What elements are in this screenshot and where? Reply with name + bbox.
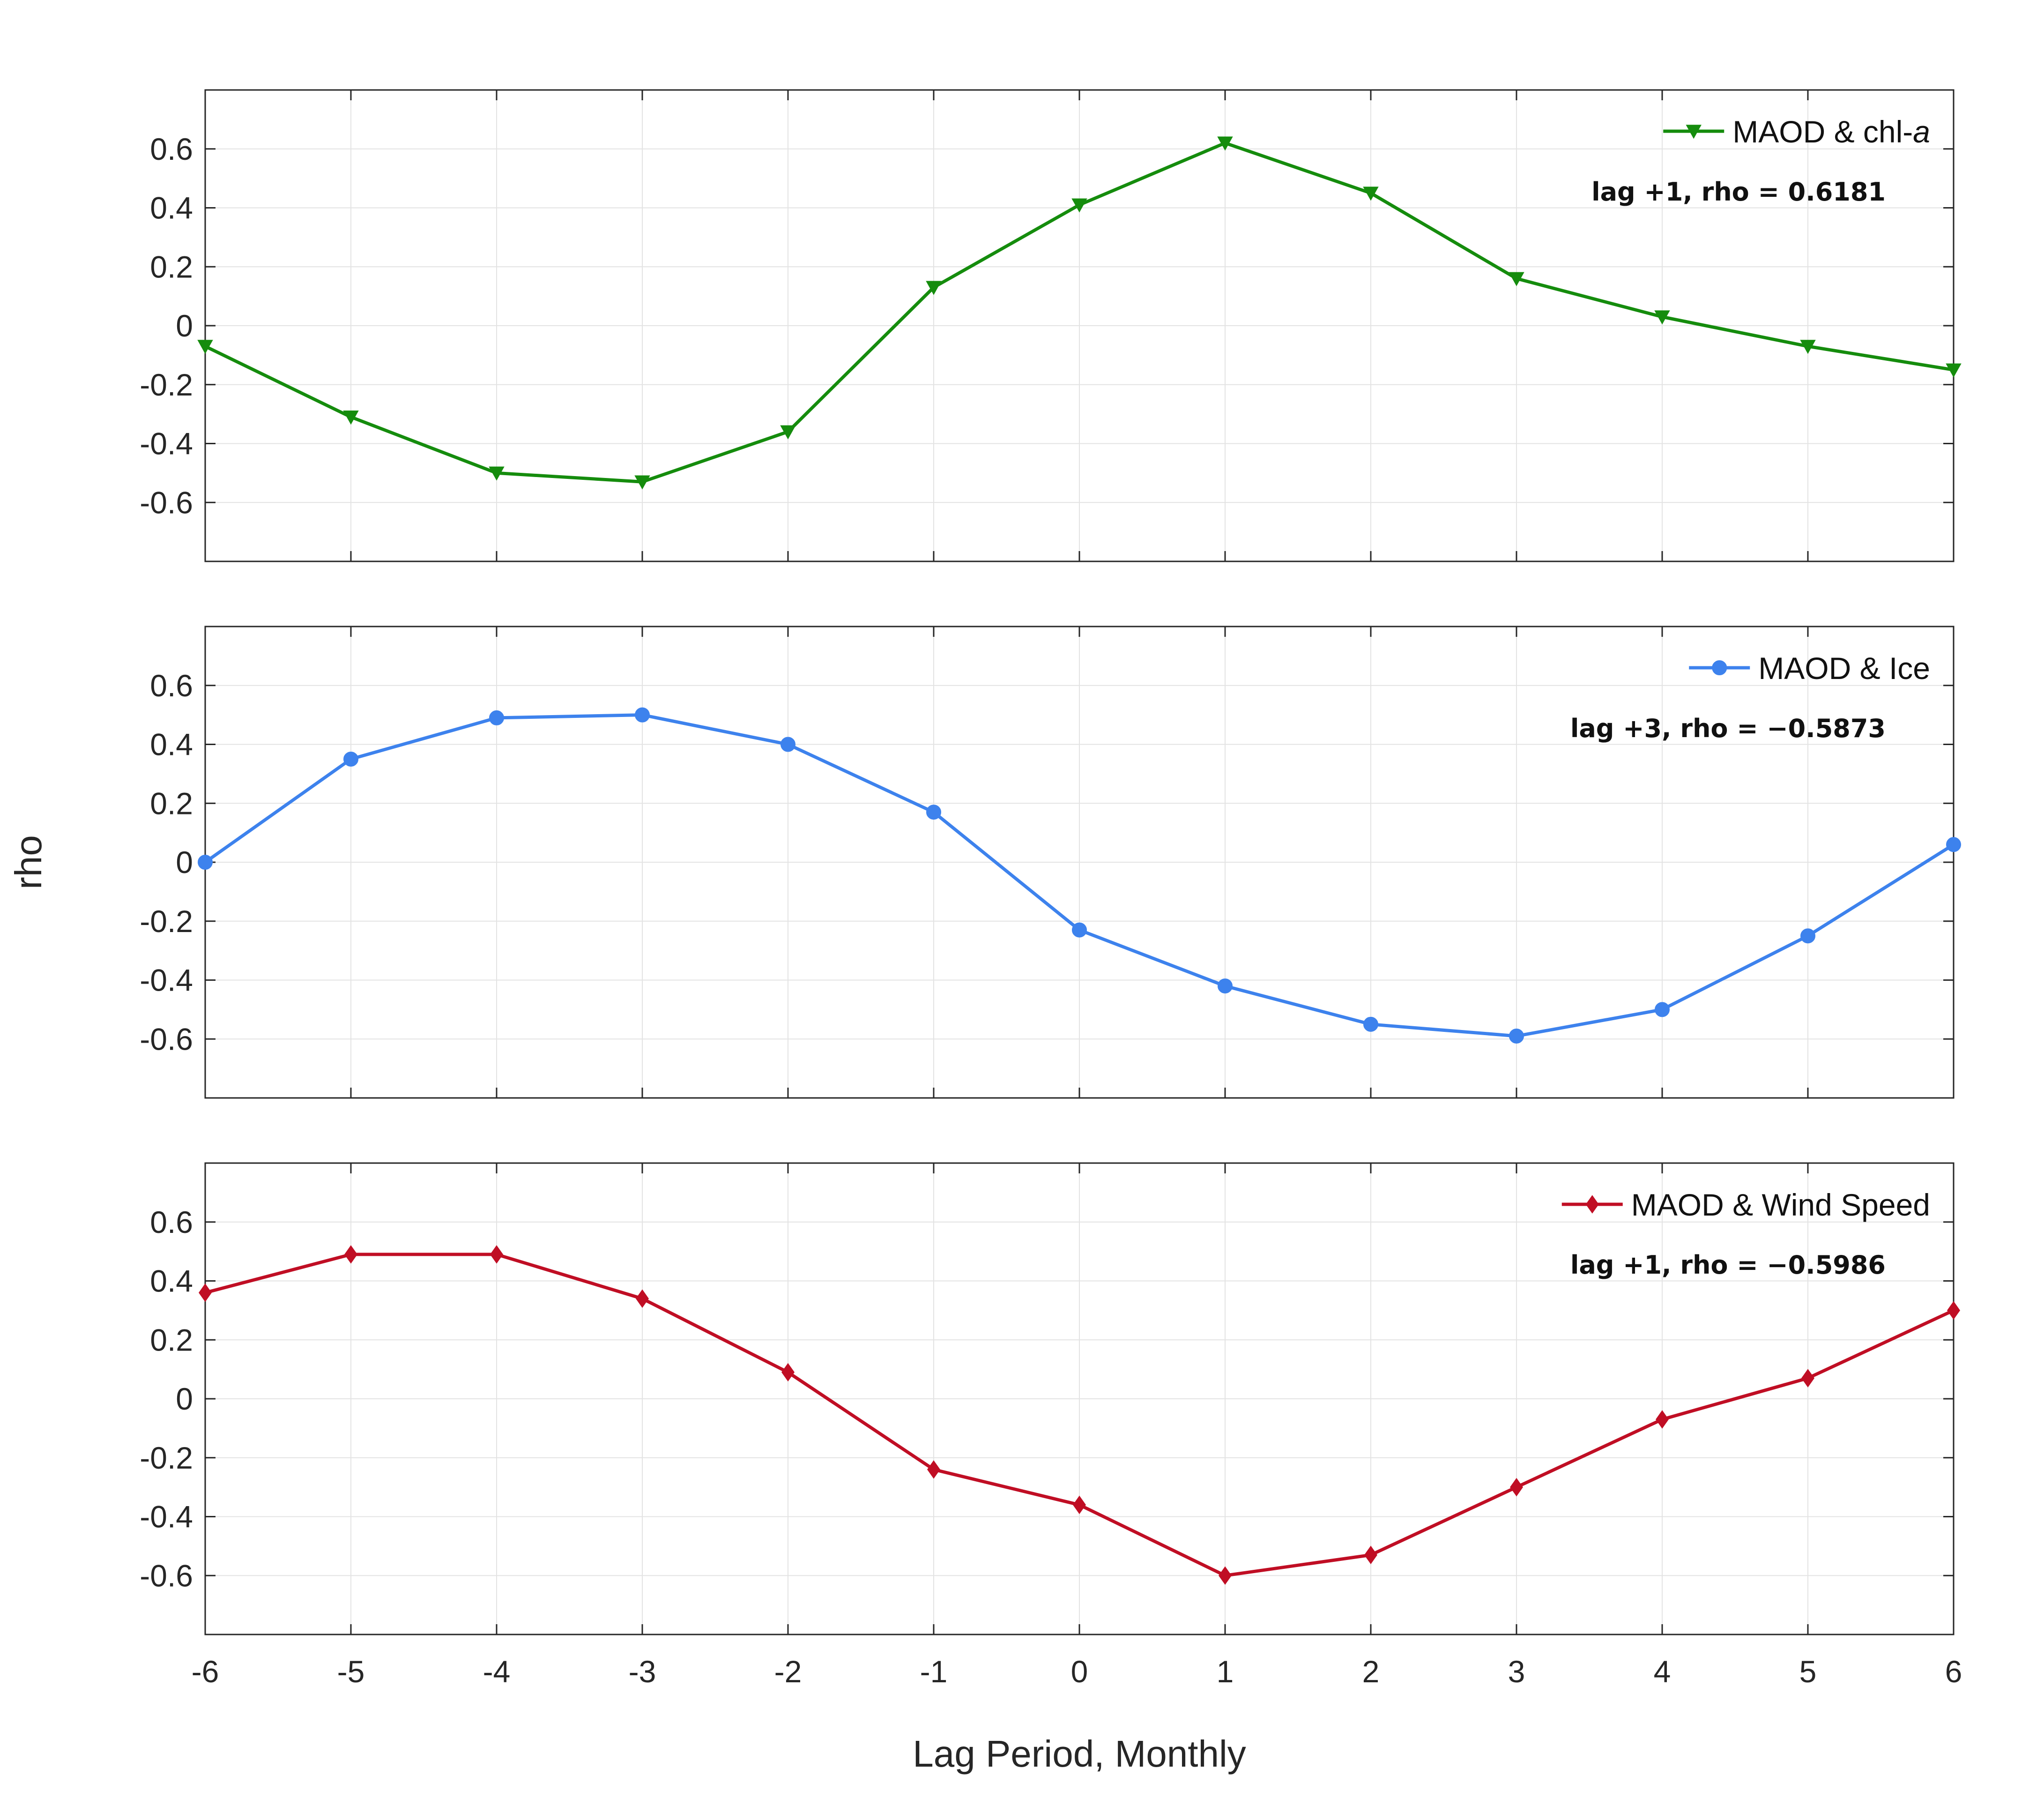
data-point-chl-a (1509, 272, 1524, 286)
x-tick-label: 5 (1799, 1654, 1817, 1689)
data-point-chl-a (1217, 136, 1233, 151)
legend-label-chl-a: MAOD & chl-a (1732, 114, 1930, 149)
data-point-chl-a (926, 281, 942, 295)
y-tick-label: -0.2 (140, 1440, 193, 1475)
x-tick-label: 3 (1508, 1654, 1525, 1689)
data-point-ice (926, 805, 941, 820)
y-tick-label: -0.6 (140, 1022, 193, 1056)
legend-label-text: MAOD & Ice (1758, 651, 1930, 686)
y-tick-label: -0.2 (140, 367, 193, 402)
data-point-chl-a (634, 475, 650, 490)
legend-label-italic: a (1913, 114, 1930, 149)
x-tick-label: 2 (1362, 1654, 1380, 1689)
legend-label-wind-speed: MAOD & Wind Speed (1631, 1187, 1930, 1222)
y-tick-label: -0.6 (140, 485, 193, 520)
legend-marker-wind-speed (1585, 1195, 1599, 1214)
x-axis-label: Lag Period, Monthly (913, 1733, 1246, 1775)
y-tick-label: 0 (176, 1381, 193, 1416)
x-tick-label: -3 (629, 1654, 656, 1689)
data-point-ice (343, 751, 358, 767)
y-axis-label: rho (7, 835, 49, 889)
data-point-wind-speed (781, 1363, 795, 1382)
y-tick-label: -0.4 (140, 426, 193, 461)
data-point-ice (780, 737, 795, 752)
y-tick-label: 0.4 (150, 1264, 193, 1299)
y-tick-label: -0.2 (140, 904, 193, 939)
annotation-ice: lag +3, rho = −0.5873 (1570, 714, 1886, 743)
data-point-ice (1655, 1002, 1670, 1017)
data-point-ice (1363, 1016, 1378, 1032)
data-point-wind-speed (1073, 1495, 1086, 1515)
data-point-ice (635, 707, 650, 723)
data-point-chl-a (780, 425, 796, 440)
data-point-chl-a (343, 410, 359, 425)
data-point-chl-a (1363, 187, 1379, 201)
data-point-chl-a (1654, 310, 1670, 325)
y-tick-label: 0 (176, 308, 193, 343)
panel-wind-speed: 0.6 0.4 0.2 0 -0.2 -0.4 -0.6 -6 -5 -4 -3 -2 -1 0 1 2 3 4 5… (140, 1162, 1962, 1689)
data-point-wind-speed (1947, 1301, 1960, 1320)
data-point-wind-speed (344, 1245, 357, 1264)
data-point-ice (198, 855, 213, 870)
data-point-chl-a (489, 466, 505, 481)
annotation-chl-a: lag +1, rho = 0.6181 (1591, 177, 1886, 207)
x-tick-label: -1 (920, 1654, 948, 1689)
x-tick-label: -5 (337, 1654, 365, 1689)
data-point-wind-speed (1510, 1478, 1523, 1497)
x-tick-label: -4 (483, 1654, 511, 1689)
x-tick-label: 1 (1217, 1654, 1234, 1689)
x-tick-label: -2 (774, 1654, 802, 1689)
x-tick-label: 0 (1071, 1654, 1088, 1689)
data-point-wind-speed (1801, 1369, 1814, 1388)
data-point-wind-speed (199, 1283, 212, 1302)
data-point-chl-a (1946, 363, 1962, 378)
data-point-ice (489, 710, 504, 725)
legend-label-ice: MAOD & Ice (1758, 651, 1930, 686)
data-point-ice (1946, 837, 1961, 852)
data-point-ice (1072, 922, 1087, 938)
y-tick-label: 0.2 (150, 249, 193, 284)
legend-label-text: MAOD & Wind Speed (1631, 1187, 1930, 1222)
y-tick-label: 0.4 (150, 727, 193, 762)
data-point-chl-a (1071, 198, 1087, 213)
data-point-wind-speed (490, 1245, 503, 1264)
y-tick-label: 0.6 (150, 1205, 193, 1239)
x-tick-label: -6 (192, 1654, 219, 1689)
data-point-wind-speed (636, 1289, 649, 1308)
y-tick-label: -0.4 (140, 1500, 193, 1534)
data-point-ice (1509, 1028, 1524, 1044)
data-point-wind-speed (927, 1460, 940, 1479)
y-tick-label: 0.6 (150, 132, 193, 166)
data-point-chl-a (197, 340, 213, 354)
y-tick-label: -0.4 (140, 963, 193, 998)
x-tick-label: 6 (1945, 1654, 1962, 1689)
y-tick-label: 0.2 (150, 786, 193, 821)
y-tick-label: -0.6 (140, 1558, 193, 1593)
y-tick-label: 0.6 (150, 668, 193, 703)
data-point-ice (1800, 928, 1815, 944)
y-tick-label: 0.2 (150, 1322, 193, 1357)
x-tick-label: 4 (1654, 1654, 1671, 1689)
legend-label-text: MAOD & chl- (1732, 114, 1913, 149)
data-point-chl-a (1800, 340, 1816, 354)
panel-chl-a: 0.6 0.4 0.2 0 -0.2 -0.4 -0.6 MAOD & chl-a lag +1… (140, 89, 1962, 562)
legend-marker-ice (1712, 660, 1727, 675)
data-point-wind-speed (1219, 1566, 1232, 1585)
annotation-wind-speed: lag +1, rho = −0.5986 (1570, 1250, 1886, 1280)
y-tick-label: 0.4 (150, 191, 193, 225)
y-tick-label: 0 (176, 845, 193, 880)
data-point-wind-speed (1364, 1545, 1377, 1564)
panel-ice: 0.6 0.4 0.2 0 -0.2 -0.4 -0.6 MAOD & Ice lag +3, … (140, 626, 1961, 1099)
data-point-ice (1218, 978, 1233, 994)
legend-marker-chl-a (1686, 125, 1702, 139)
data-point-wind-speed (1656, 1410, 1669, 1429)
